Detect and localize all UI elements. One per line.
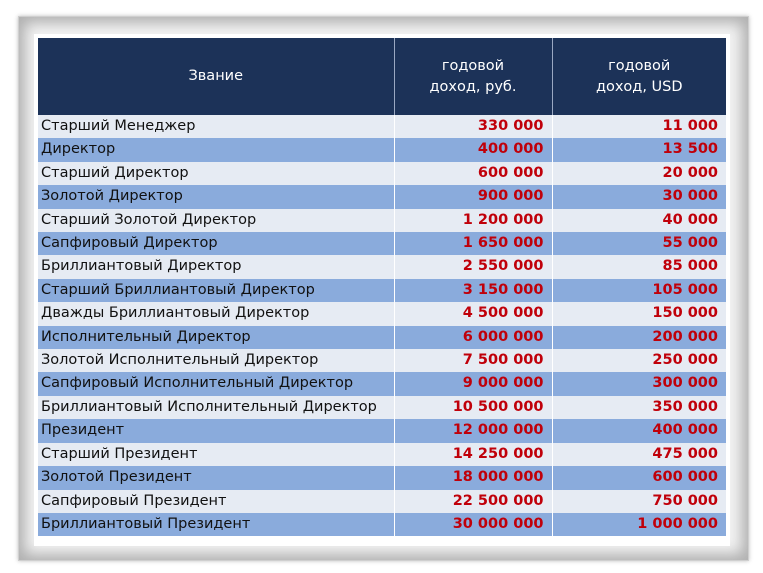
income-table: Звание годовой доход, руб. годовой доход… — [38, 38, 726, 537]
rank-cell: Бриллиантовый Исполнительный Директор — [38, 395, 394, 420]
rank-cell: Сапфировый Исполнительный Директор — [38, 372, 394, 396]
income-usd-cell: 300 000 — [551, 372, 726, 396]
income-rub-cell: 30 000 000 — [393, 512, 552, 537]
income-usd-cell: 1 000 000 — [551, 512, 726, 537]
rank-cell: Золотой Президент — [38, 466, 394, 490]
header-income-usd: годовой доход, USD — [551, 38, 726, 115]
table-row: Сапфировый Президент 22 500 000 750 000 — [38, 489, 726, 513]
income-rub-cell: 330 000 — [393, 115, 552, 139]
income-usd-cell: 105 000 — [551, 278, 726, 303]
income-usd-cell: 30 000 — [551, 185, 726, 209]
income-usd-cell: 40 000 — [551, 208, 726, 233]
rank-cell: Бриллиантовый Президент — [38, 512, 394, 537]
income-rub-cell: 1 650 000 — [393, 232, 552, 256]
table-row: Старший Золотой Директор 1 200 000 40 00… — [38, 208, 726, 233]
rank-cell: Старший Директор — [38, 161, 394, 186]
income-rub-cell: 22 500 000 — [393, 489, 552, 513]
table-row: Сапфировый Директор 1 650 000 55 000 — [38, 232, 726, 256]
table-body: Старший Менеджер 330 000 11 000 Директор… — [38, 115, 726, 537]
income-rub-cell: 12 000 000 — [393, 419, 552, 443]
table-row: Бриллиантовый Президент 30 000 000 1 000… — [38, 512, 726, 537]
income-usd-cell: 20 000 — [551, 161, 726, 186]
income-usd-cell: 475 000 — [551, 442, 726, 467]
rank-cell: Сапфировый Президент — [38, 489, 394, 513]
table-row: Старший Президент 14 250 000 475 000 — [38, 442, 726, 467]
table-row: Золотой Президент 18 000 000 600 000 — [38, 466, 726, 490]
header-rank: Звание — [38, 38, 394, 115]
income-rub-cell: 900 000 — [393, 185, 552, 209]
rank-cell: Президент — [38, 419, 394, 443]
table-row: Старший Директор 600 000 20 000 — [38, 161, 726, 186]
rank-cell: Старший Президент — [38, 442, 394, 467]
table-row: Исполнительный Директор 6 000 000 200 00… — [38, 325, 726, 350]
income-rub-cell: 18 000 000 — [393, 466, 552, 490]
rank-cell: Золотой Директор — [38, 185, 394, 209]
income-usd-cell: 400 000 — [551, 419, 726, 443]
income-usd-cell: 750 000 — [551, 489, 726, 513]
income-usd-cell: 600 000 — [551, 466, 726, 490]
rank-cell: Бриллиантовый Директор — [38, 255, 394, 279]
header-income-usd-line2: доход, USD — [595, 78, 683, 95]
rank-cell: Дважды Бриллиантовый Директор — [38, 302, 394, 326]
table-row: Бриллиантовый Директор 2 550 000 85 000 — [38, 255, 726, 279]
income-usd-cell: 350 000 — [551, 395, 726, 420]
header-income-rub-line2: доход, руб. — [429, 78, 517, 95]
header-row: Звание годовой доход, руб. годовой доход… — [38, 38, 726, 115]
income-rub-cell: 3 150 000 — [393, 278, 552, 303]
rank-cell: Старший Менеджер — [38, 115, 394, 139]
header-income-rub: годовой доход, руб. — [393, 38, 552, 115]
table-row: Золотой Директор 900 000 30 000 — [38, 185, 726, 209]
table-row: Старший Менеджер 330 000 11 000 — [38, 115, 726, 139]
rank-cell: Старший Бриллиантовый Директор — [38, 278, 394, 303]
income-usd-cell: 11 000 — [551, 115, 726, 139]
income-rub-cell: 400 000 — [393, 138, 552, 162]
income-rub-cell: 4 500 000 — [393, 302, 552, 326]
table-row: Дважды Бриллиантовый Директор 4 500 000 … — [38, 302, 726, 326]
rank-cell: Сапфировый Директор — [38, 232, 394, 256]
income-rub-cell: 14 250 000 — [393, 442, 552, 467]
table-header: Звание годовой доход, руб. годовой доход… — [38, 38, 726, 115]
rank-cell: Старший Золотой Директор — [38, 208, 394, 233]
income-rub-cell: 10 500 000 — [393, 395, 552, 420]
header-income-usd-line1: годовой — [608, 57, 671, 74]
table-row: Президент 12 000 000 400 000 — [38, 419, 726, 443]
table-row: Старший Бриллиантовый Директор 3 150 000… — [38, 278, 726, 303]
rank-cell: Директор — [38, 138, 394, 162]
income-usd-cell: 250 000 — [551, 349, 726, 373]
income-usd-cell: 85 000 — [551, 255, 726, 279]
header-income-rub-line1: годовой — [441, 57, 505, 74]
income-rub-cell: 2 550 000 — [393, 255, 552, 279]
table-row: Директор 400 000 13 500 — [38, 138, 726, 162]
table-row: Золотой Исполнительный Директор 7 500 00… — [38, 349, 726, 373]
income-usd-cell: 150 000 — [551, 302, 726, 326]
income-usd-cell: 13 500 — [551, 138, 726, 162]
income-usd-cell: 200 000 — [551, 325, 726, 350]
income-rub-cell: 1 200 000 — [393, 208, 552, 233]
income-rub-cell: 9 000 000 — [393, 372, 552, 396]
rank-cell: Исполнительный Директор — [38, 325, 394, 350]
income-usd-cell: 55 000 — [551, 232, 726, 256]
rank-cell: Золотой Исполнительный Директор — [38, 349, 394, 373]
income-rub-cell: 600 000 — [393, 161, 552, 186]
table-row: Сапфировый Исполнительный Директор 9 000… — [38, 372, 726, 396]
income-rub-cell: 7 500 000 — [393, 349, 552, 373]
income-rub-cell: 6 000 000 — [393, 325, 552, 350]
table-row: Бриллиантовый Исполнительный Директор 10… — [38, 395, 726, 420]
